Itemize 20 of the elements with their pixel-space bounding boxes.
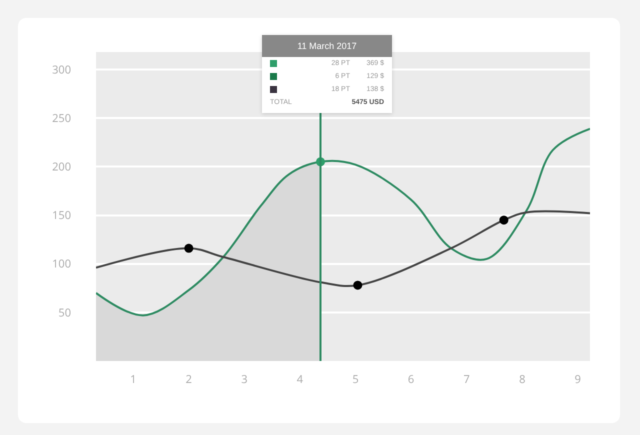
y-tick-label: 300 <box>52 62 71 78</box>
x-tick-label: 9 <box>574 372 581 387</box>
x-tick-label: 2 <box>186 372 192 387</box>
x-tick-label: 4 <box>296 372 304 387</box>
x-tick-label: 7 <box>463 372 470 387</box>
x-tick-label: 8 <box>519 372 526 387</box>
y-tick-label: 150 <box>52 208 71 224</box>
point <box>184 244 194 253</box>
x-tick-label: 5 <box>352 372 359 387</box>
text: 11 March 2017 <box>297 41 357 51</box>
y-tick-label: 200 <box>52 160 71 175</box>
point <box>499 216 508 225</box>
x-tick-label: 1 <box>130 372 136 387</box>
y-tick-label: 100 <box>52 256 71 272</box>
x-tick-label: 3 <box>241 372 248 387</box>
line-series <box>96 128 590 316</box>
point <box>353 280 362 290</box>
y-tick-label: 250 <box>52 110 71 126</box>
y-tick-label: 50 <box>58 305 71 320</box>
x-tick-label: 6 <box>408 372 414 387</box>
